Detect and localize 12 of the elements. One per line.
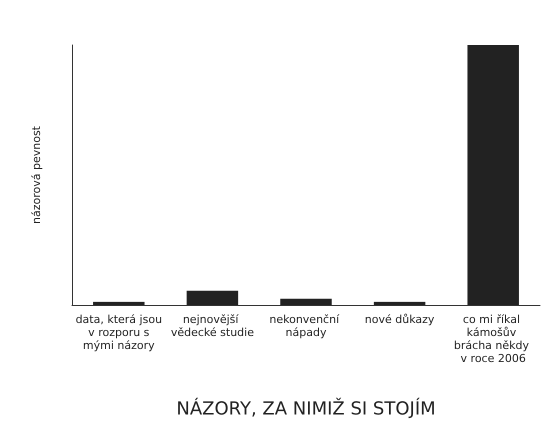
x-tick-label: co mi říkal kámošův brácha někdy v roce 2006 [454, 313, 533, 365]
x-axis-title: NÁZORY, ZA NIMIŽ SI STOJÍM [176, 398, 436, 420]
x-tick-label: nové důkazy [364, 313, 435, 326]
bar [186, 290, 238, 305]
x-tick-label: nekonvenční nápady [269, 313, 343, 339]
bar [280, 298, 332, 305]
bar [93, 302, 145, 305]
x-tick-label: data, která jsou v rozporu s mými názory [76, 313, 162, 352]
x-tick-label: nejnovější vědecké studie [170, 313, 254, 339]
y-axis-title: názorová pevnost [30, 125, 43, 224]
bar [467, 45, 519, 305]
bar [374, 302, 426, 305]
